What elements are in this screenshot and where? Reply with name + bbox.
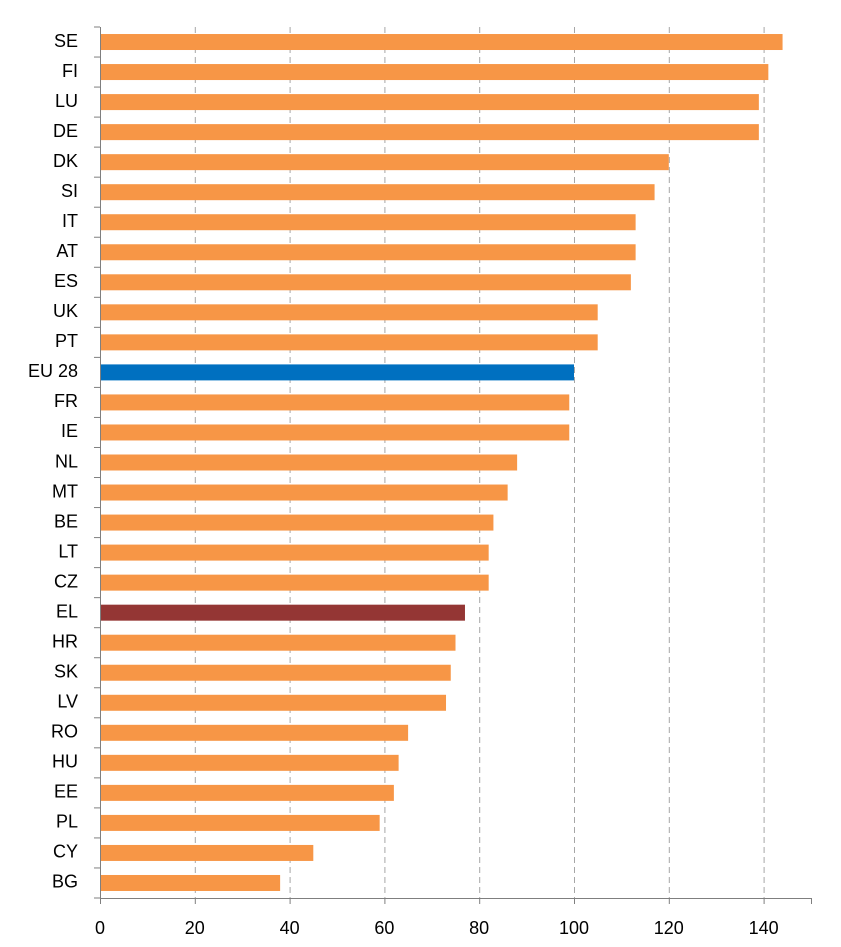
bar-ie: [100, 424, 570, 441]
category-label-lt: LT: [58, 541, 78, 561]
x-tick-label-80: 80: [469, 918, 489, 938]
x-tick-label-60: 60: [374, 918, 394, 938]
category-label-sk: SK: [54, 661, 78, 681]
x-tick-label-100: 100: [559, 918, 589, 938]
bar-hr: [100, 634, 456, 651]
bar-de: [100, 124, 759, 141]
category-labels: SE FI LU DE DK SI IT AT ES UK PT EU 28 FR IE NL MT BE LT C…: [28, 31, 78, 892]
axes: [94, 26, 812, 904]
category-label-uk: UK: [53, 301, 78, 321]
category-label-cz: CZ: [54, 571, 78, 591]
bar-pt: [100, 334, 598, 351]
category-label-el: EL: [56, 601, 78, 621]
category-label-it: IT: [62, 211, 78, 231]
x-tick-label-20: 20: [185, 918, 205, 938]
bar-cz: [100, 574, 489, 591]
bar-fi: [100, 64, 769, 81]
category-label-dk: DK: [53, 151, 78, 171]
category-label-pt: PT: [55, 331, 78, 351]
bar-bg: [100, 874, 281, 891]
category-label-de: DE: [53, 121, 78, 141]
category-label-lv: LV: [57, 692, 78, 712]
bar-dk: [100, 154, 669, 171]
bar-lt: [100, 544, 489, 561]
bar-lv: [100, 694, 447, 711]
bar-pl: [100, 814, 380, 831]
category-label-si: SI: [61, 181, 78, 201]
x-tick-label-0: 0: [95, 918, 105, 938]
category-label-nl: NL: [55, 451, 78, 471]
category-label-lu: LU: [55, 91, 78, 111]
bar-be: [100, 514, 494, 531]
category-label-ee: EE: [54, 782, 78, 802]
category-label-hr: HR: [52, 631, 78, 651]
category-label-be: BE: [54, 511, 78, 531]
bars: [100, 34, 783, 891]
bar-sk: [100, 664, 451, 681]
category-label-es: ES: [54, 271, 78, 291]
bar-ee: [100, 784, 394, 801]
x-tick-label-40: 40: [280, 918, 300, 938]
bar-at: [100, 244, 636, 261]
bar-el: [100, 604, 465, 621]
bar-nl: [100, 454, 518, 471]
category-label-fi: FI: [62, 61, 78, 81]
category-label-ro: RO: [51, 722, 78, 742]
category-label-cy: CY: [53, 842, 78, 862]
category-label-ie: IE: [61, 421, 78, 441]
bar-eu-28: [100, 364, 574, 381]
bar-si: [100, 184, 655, 201]
category-label-hu: HU: [52, 752, 78, 772]
bar-fr: [100, 394, 570, 411]
bar-ro: [100, 724, 409, 741]
bar-hu: [100, 754, 399, 771]
category-label-bg: BG: [52, 872, 78, 892]
x-tick-label-120: 120: [654, 918, 684, 938]
bar-lu: [100, 94, 759, 111]
category-label-pl: PL: [56, 812, 78, 832]
bar-mt: [100, 484, 508, 501]
bar-uk: [100, 304, 598, 321]
category-label-se: SE: [54, 31, 78, 51]
bar-se: [100, 34, 783, 51]
bar-cy: [100, 844, 314, 861]
category-label-mt: MT: [52, 481, 78, 501]
x-tick-label-140: 140: [749, 918, 779, 938]
category-label-fr: FR: [54, 391, 78, 411]
category-label-at: AT: [56, 241, 78, 261]
x-tick-labels: 0 20 40 60 80 100 120 140: [95, 918, 779, 938]
category-label-eu-28: EU 28: [28, 361, 78, 381]
bar-it: [100, 214, 636, 231]
bar-es: [100, 274, 631, 291]
